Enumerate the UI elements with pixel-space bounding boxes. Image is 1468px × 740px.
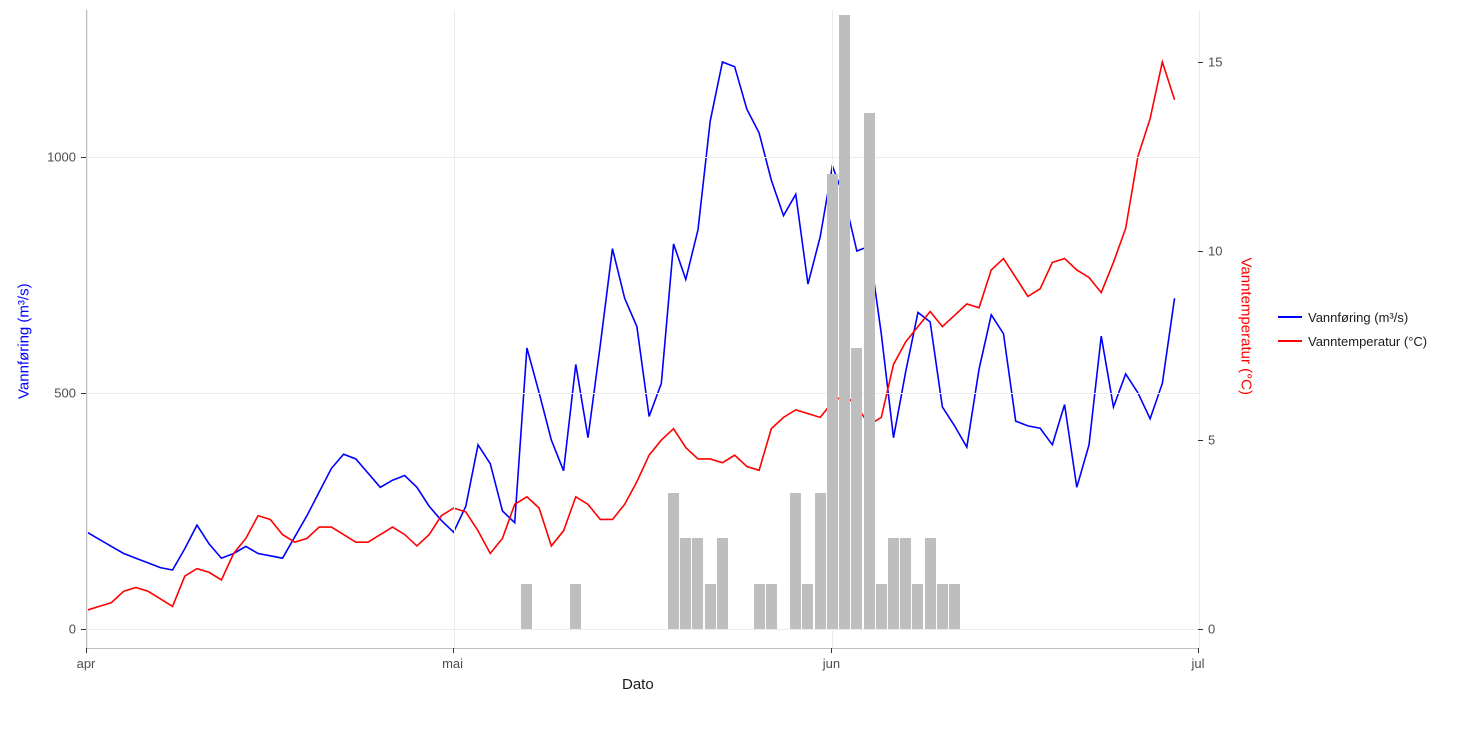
y-left-tick-label: 1000 <box>47 149 76 164</box>
bar <box>680 538 691 629</box>
y-left-tick-label: 0 <box>69 622 76 637</box>
legend: Vannføring (m³/s) Vanntemperatur (°C) <box>1278 307 1427 355</box>
bar <box>815 493 826 630</box>
x-tick-label: mai <box>442 656 463 671</box>
x-tick-mark <box>831 648 832 653</box>
grid-line-vertical <box>454 10 455 648</box>
y-left-tick-mark <box>81 629 86 630</box>
bar <box>570 584 581 630</box>
grid-line-horizontal <box>87 629 1199 630</box>
bar <box>521 584 532 630</box>
bar <box>876 584 887 630</box>
x-tick-label: apr <box>77 656 96 671</box>
legend-label: Vannføring (m³/s) <box>1308 310 1408 325</box>
bar <box>705 584 716 630</box>
legend-item: Vannføring (m³/s) <box>1278 307 1427 327</box>
bar <box>864 113 875 629</box>
legend-line-swatch <box>1278 316 1302 318</box>
bar <box>790 493 801 630</box>
y-right-tick-mark <box>1198 629 1203 630</box>
bar <box>668 493 679 630</box>
bar <box>827 174 838 629</box>
legend-line-swatch <box>1278 340 1302 342</box>
plot-area <box>86 10 1199 649</box>
y-left-tick-label: 500 <box>54 385 76 400</box>
line-temperature <box>87 62 1175 610</box>
bar <box>937 584 948 630</box>
legend-item: Vanntemperatur (°C) <box>1278 331 1427 351</box>
y-left-tick-mark <box>81 393 86 394</box>
y-right-tick-label: 0 <box>1208 622 1215 637</box>
bar <box>839 15 850 629</box>
bar <box>888 538 899 629</box>
y-right-tick-label: 10 <box>1208 244 1222 259</box>
x-tick-label: jun <box>823 656 840 671</box>
bar <box>851 348 862 629</box>
bar <box>900 538 911 629</box>
chart-container: Vannføring (m³/s) Vanntemperatur (°C) Da… <box>0 0 1468 740</box>
x-tick-mark <box>86 648 87 653</box>
grid-line-vertical <box>87 10 88 648</box>
y-right-tick-mark <box>1198 251 1203 252</box>
bar <box>766 584 777 630</box>
bar <box>754 584 765 630</box>
y-left-tick-mark <box>81 157 86 158</box>
line-layer <box>87 10 1199 648</box>
x-axis-title: Dato <box>622 676 654 693</box>
bar <box>717 538 728 629</box>
y-axis-right-title: Vanntemperatur (°C) <box>1238 258 1255 395</box>
y-right-tick-mark <box>1198 440 1203 441</box>
y-right-tick-mark <box>1198 62 1203 63</box>
bar <box>949 584 960 630</box>
x-tick-mark <box>1198 648 1199 653</box>
bar <box>692 538 703 629</box>
bar <box>912 584 923 630</box>
legend-label: Vanntemperatur (°C) <box>1308 334 1427 349</box>
bar <box>802 584 813 630</box>
grid-line-horizontal <box>87 157 1199 158</box>
grid-line-vertical <box>1199 10 1200 648</box>
bar <box>925 538 936 629</box>
y-right-tick-label: 5 <box>1208 433 1215 448</box>
x-tick-mark <box>453 648 454 653</box>
y-right-tick-label: 15 <box>1208 54 1222 69</box>
y-axis-left-title: Vannføring (m³/s) <box>16 283 33 399</box>
x-tick-label: jul <box>1191 656 1204 671</box>
grid-line-horizontal <box>87 393 1199 394</box>
